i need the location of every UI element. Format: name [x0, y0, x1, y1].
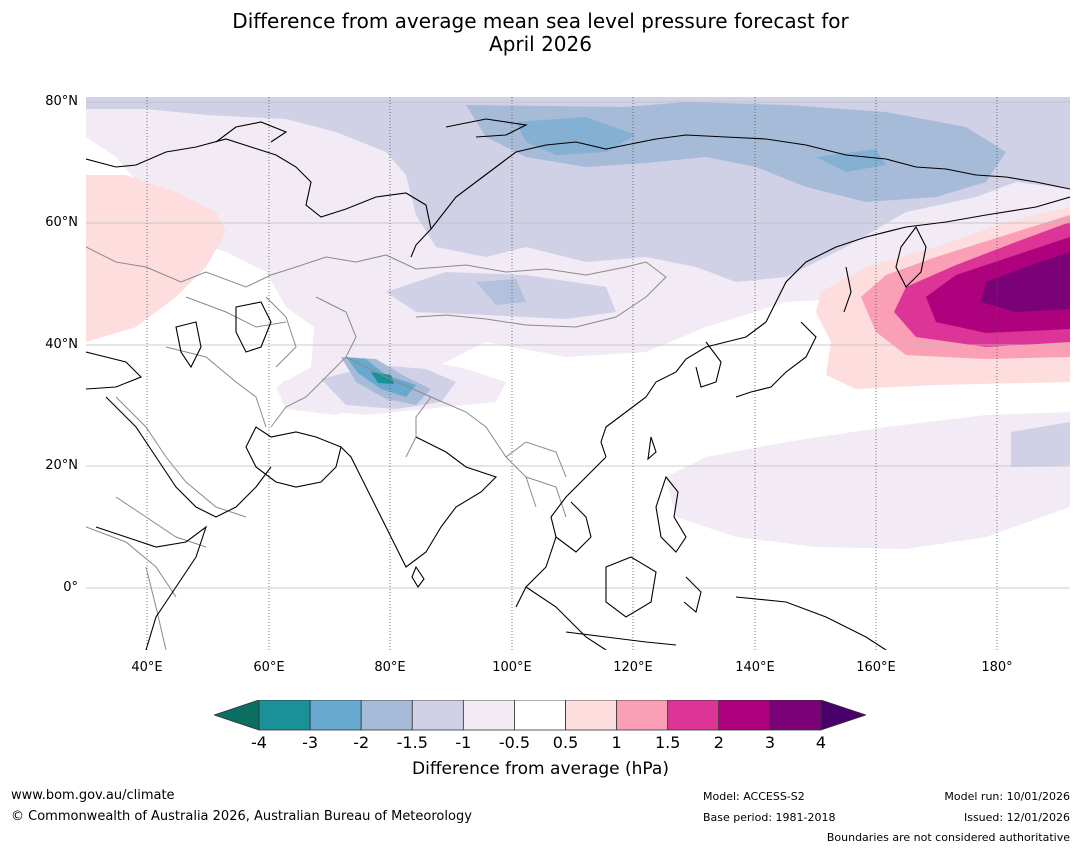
colorbar-tick-label: 0.5 [552, 733, 579, 752]
lat-label-0: 0° [63, 580, 78, 595]
colorbar-swatch [514, 700, 566, 731]
footer-url: www.bom.gov.au/climate [11, 788, 175, 803]
colorbar-tick-label: -0.5 [498, 733, 531, 752]
colorbar-swatch [309, 700, 362, 731]
anomaly-region-neg-pacific-core [1011, 422, 1070, 467]
anomaly-region-neg-2b [816, 149, 886, 172]
longitude-gridlines [146, 97, 998, 650]
lon-label-80e: 80°E [374, 660, 406, 675]
lon-label-180: 180° [981, 660, 1013, 675]
footer-base-period: Base period: 1981-2018 [703, 811, 836, 824]
lat-label-60n: 60°N [45, 215, 78, 230]
colorbar-arrow-low [214, 700, 260, 731]
colorbar-tick-label: 1 [611, 733, 622, 752]
title-line-2: April 2026 [489, 32, 592, 56]
lat-label-40n: 40°N [45, 337, 78, 352]
pressure-anomaly-map [86, 97, 1070, 650]
colorbar-tick-label: -4 [251, 733, 267, 752]
anomaly-region-pos-europe [86, 175, 226, 342]
colorbar-tick-label: 1.5 [654, 733, 681, 752]
anomaly-region-pos-3 [981, 252, 1070, 312]
colorbar-swatch [360, 700, 413, 731]
lat-label-80n: 80°N [45, 94, 78, 109]
anomaly-region-neg-tibet-deep [371, 372, 394, 384]
lon-label-140e: 140°E [735, 660, 775, 675]
colorbar-swatch [718, 700, 771, 731]
footer-model-run: Model run: 10/01/2026 [944, 790, 1070, 803]
anomaly-region-neg-pacific [666, 412, 1070, 549]
colorbar-tick-label: -3 [302, 733, 319, 752]
lon-label-160e: 160°E [856, 660, 896, 675]
title-line-1: Difference from average mean sea level p… [232, 9, 849, 33]
colorbar-tick-label: -1 [455, 733, 472, 752]
colorbar-swatch [411, 700, 464, 731]
country-boundaries [86, 246, 667, 650]
colorbar-tick-label: 2 [713, 733, 724, 752]
colorbar [214, 700, 866, 731]
anomaly-region-neg-central-asia-core [476, 279, 526, 305]
colorbar-swatch [258, 700, 311, 731]
colorbar-swatch [769, 700, 822, 731]
footer-disclaimer: Boundaries are not considered authoritat… [826, 831, 1070, 844]
colorbar-swatch [667, 700, 720, 731]
colorbar-tick-label: 4 [815, 733, 827, 752]
lon-label-100e: 100°E [492, 660, 532, 675]
colorbar-label: Difference from average (hPa) [412, 759, 669, 779]
colorbar-swatch [616, 700, 669, 731]
colorbar-tick-label: 3 [764, 733, 775, 752]
colorbar-swatch [565, 700, 618, 731]
lon-label-40e: 40°E [131, 660, 163, 675]
footer-issued: Issued: 12/01/2026 [963, 811, 1070, 824]
lat-label-20n: 20°N [45, 458, 78, 473]
colorbar-swatch [462, 700, 515, 731]
map-title: Difference from average mean sea level p… [0, 10, 1081, 56]
latitude-gridlines [86, 101, 1070, 589]
lon-label-60e: 60°E [253, 660, 285, 675]
footer-model: Model: ACCESS-S2 [703, 790, 805, 803]
coastlines [86, 118, 1070, 650]
colorbar-tick-label: -2 [353, 733, 370, 752]
lon-label-120e: 120°E [613, 660, 653, 675]
map-canvas [86, 97, 1070, 650]
colorbar-arrow-high [820, 700, 866, 731]
colorbar-tick-label: -1.5 [396, 733, 428, 752]
footer-copyright: © Commonwealth of Australia 2026, Austra… [11, 809, 472, 824]
